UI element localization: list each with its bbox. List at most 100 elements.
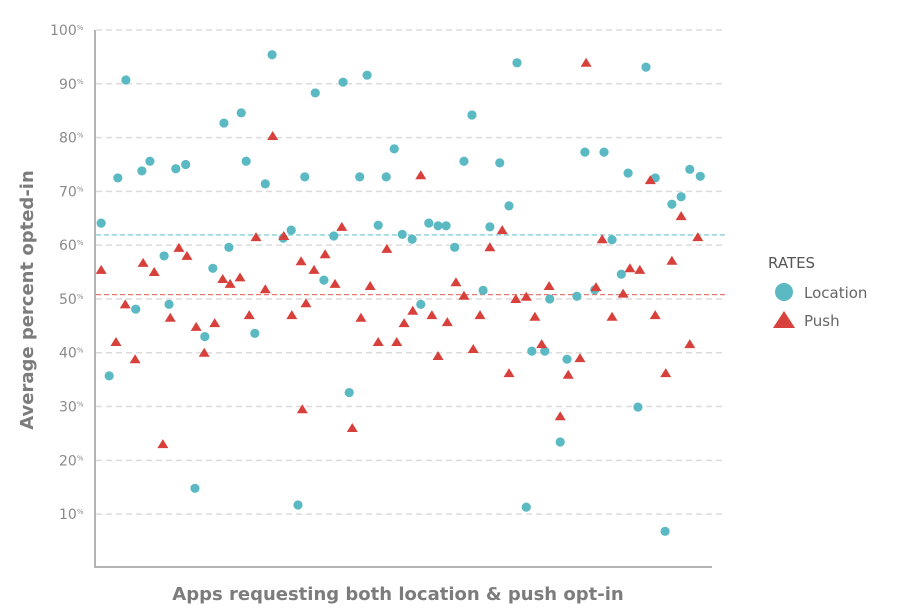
location-point [355,172,365,182]
push-point [267,130,279,140]
location-point [121,75,131,85]
push-point [624,263,636,273]
push-point [562,369,574,379]
push-point [137,257,149,267]
location-point [381,172,391,182]
location-point [236,108,246,118]
push-point [432,350,444,360]
push-point [426,310,438,320]
location-point [338,77,348,87]
push-point [355,312,367,322]
push-point [398,318,410,328]
location-point [200,332,210,342]
location-point [300,172,310,182]
y-tick-label: 90% [59,77,84,93]
push-point [675,211,687,221]
location-point [344,387,354,398]
push-point [164,312,176,322]
push-point [692,232,704,242]
push-point [190,321,202,331]
location-point [485,222,495,232]
push-point [308,264,320,274]
x-axis-title: Apps requesting both location & push opt… [172,584,623,605]
location-point [113,173,123,183]
legend-label-location: Location [804,284,867,302]
push-point [250,232,262,242]
push-point [684,339,696,349]
location-point [580,147,590,157]
push-point [209,318,221,328]
push-point [224,278,236,288]
location-point [389,144,399,154]
location-point [545,294,555,304]
y-tick-label: 70% [59,184,84,200]
location-point [685,164,695,174]
push-point [415,170,427,180]
y-tick-label: 50% [59,292,84,308]
push-point [300,298,312,308]
push-point [458,290,470,300]
data-points [95,50,705,536]
location-point [555,437,565,447]
location-point [329,231,339,241]
location-point [145,156,155,166]
location-point [521,502,531,512]
location-point [96,218,106,228]
push-point [660,368,672,378]
push-point [596,234,608,244]
location-point [562,354,572,364]
location-point [171,164,181,174]
location-point [660,526,670,536]
y-tick-label: 30% [59,400,84,416]
location-point [527,346,537,356]
location-point [260,179,270,189]
location-point [137,166,147,176]
push-point [391,336,403,346]
gridlines [96,29,725,515]
location-point [219,118,229,128]
push-point [148,267,160,277]
location-point [623,168,633,178]
y-tick-label: 10% [59,507,84,523]
push-point [520,291,532,301]
push-point [649,310,661,320]
push-point [617,288,629,298]
location-point [181,159,191,170]
push-point [606,311,618,321]
push-point [372,336,384,346]
legend-location-circle-icon [775,283,793,301]
push-point [296,404,308,414]
location-point [416,299,426,309]
y-tick-label: 60% [59,238,84,254]
location-point [495,158,505,168]
location-point [241,156,251,166]
location-point [424,218,434,228]
push-point [543,281,555,291]
push-point [496,225,508,235]
push-point [243,310,255,320]
location-point [633,402,643,412]
push-point [173,242,185,252]
location-point [641,62,651,72]
push-point [536,339,548,349]
location-point [433,221,443,231]
location-point [397,229,407,240]
location-point [450,242,460,252]
push-point [198,347,210,357]
location-point [695,171,705,181]
push-point [329,278,341,288]
location-point [572,291,582,301]
push-point [129,354,141,364]
location-point [616,269,626,279]
push-point [574,353,586,363]
location-point [407,234,417,244]
push-point [217,274,229,284]
push-point [644,175,656,185]
location-point [293,500,303,510]
push-point [529,311,541,321]
push-point [286,310,298,320]
push-point [157,439,169,449]
location-point [250,328,260,338]
location-point [540,346,550,356]
location-point [267,50,277,60]
